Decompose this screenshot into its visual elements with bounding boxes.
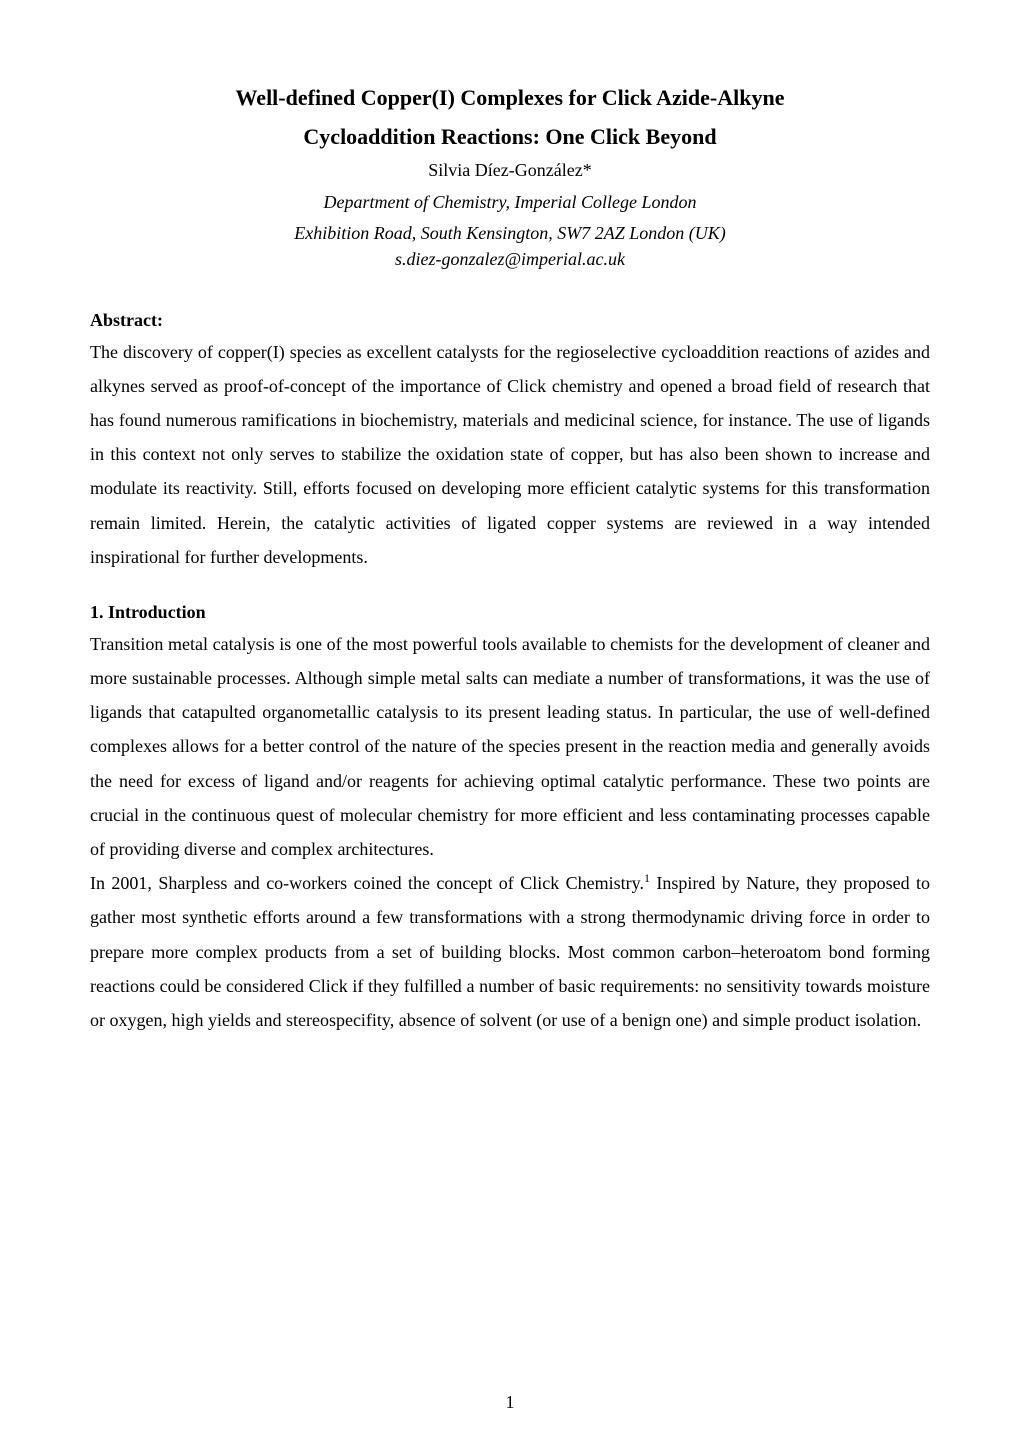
- affiliation-line2: Exhibition Road, South Kensington, SW7 2…: [90, 218, 930, 249]
- abstract-heading: Abstract:: [90, 310, 930, 331]
- paper-title-line1: Well-defined Copper(I) Complexes for Cli…: [90, 80, 930, 115]
- intro-para2-post: Inspired by Nature, they proposed to gat…: [90, 873, 930, 1030]
- author-email: s.diez-gonzalez@imperial.ac.uk: [90, 249, 930, 270]
- affiliation-line1: Department of Chemistry, Imperial Colleg…: [90, 187, 930, 218]
- paper-title-line2: Cycloaddition Reactions: One Click Beyon…: [90, 119, 930, 154]
- introduction-heading: 1. Introduction: [90, 602, 930, 623]
- page-number: 1: [0, 1392, 1020, 1413]
- introduction-para2: In 2001, Sharpless and co-workers coined…: [90, 866, 930, 1037]
- introduction-para1: Transition metal catalysis is one of the…: [90, 627, 930, 866]
- author-name: Silvia Díez-González*: [90, 160, 930, 181]
- intro-para2-pre: In 2001, Sharpless and co-workers coined…: [90, 873, 644, 893]
- paper-page: Well-defined Copper(I) Complexes for Cli…: [0, 0, 1020, 1443]
- abstract-body: The discovery of copper(I) species as ex…: [90, 335, 930, 574]
